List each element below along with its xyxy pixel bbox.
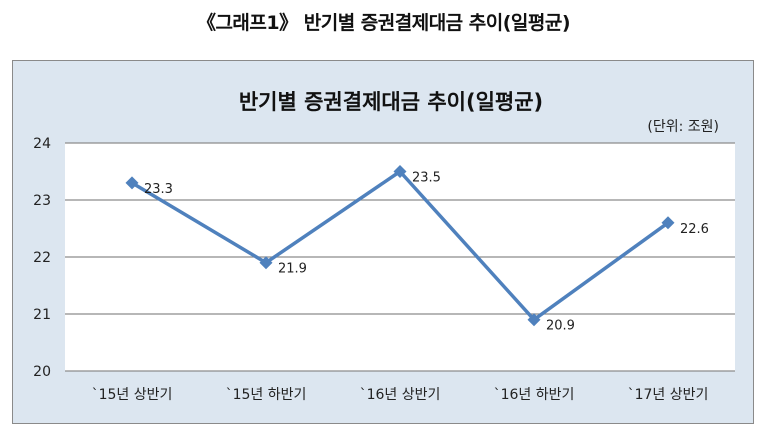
data-labels: 23.3 21.9 23.5 20.9 22.6 — [144, 171, 709, 334]
x-tick-label: `16년 상반기 — [360, 387, 441, 403]
line-chart: 반기별 증권결제대금 추이(일평균) (단위: 조원) 20 21 22 23 24 `… — [33, 90, 735, 403]
y-axis-ticks: 20 21 22 23 24 — [33, 136, 51, 380]
x-axis-ticks: `15년 상반기 `15년 하반기 `16년 상반기 `16년 하반기 `17년 상반기 — [92, 387, 709, 403]
y-tick-label: 23 — [33, 193, 51, 209]
chart-title: 반기별 증권결제대금 추이(일평균) — [239, 90, 543, 114]
data-point — [125, 176, 139, 190]
chart-frame: 반기별 증권결제대금 추이(일평균) (단위: 조원) 20 21 22 23 24 `… — [12, 60, 754, 424]
data-label: 20.9 — [546, 319, 575, 334]
series — [125, 165, 675, 327]
y-tick-label: 24 — [33, 136, 51, 152]
y-tick-label: 22 — [33, 250, 51, 266]
data-label: 23.3 — [144, 182, 173, 197]
x-tick-label: `15년 상반기 — [92, 387, 173, 403]
data-label: 22.6 — [680, 222, 709, 237]
x-tick-label: `17년 상반기 — [628, 387, 709, 403]
unit-note: (단위: 조원) — [647, 119, 719, 135]
data-point — [259, 256, 273, 270]
data-label: 21.9 — [278, 262, 307, 277]
x-tick-label: `16년 하반기 — [494, 387, 575, 403]
y-tick-label: 21 — [33, 307, 51, 323]
x-tick-label: `15년 하반기 — [226, 387, 307, 403]
page-caption: 《그래프1》 반기별 증권결제대금 추이(일평균) — [196, 12, 571, 34]
data-point — [393, 165, 407, 178]
data-point — [527, 313, 541, 327]
y-tick-label: 20 — [33, 364, 51, 380]
data-label: 23.5 — [412, 171, 441, 186]
data-point — [661, 216, 675, 230]
